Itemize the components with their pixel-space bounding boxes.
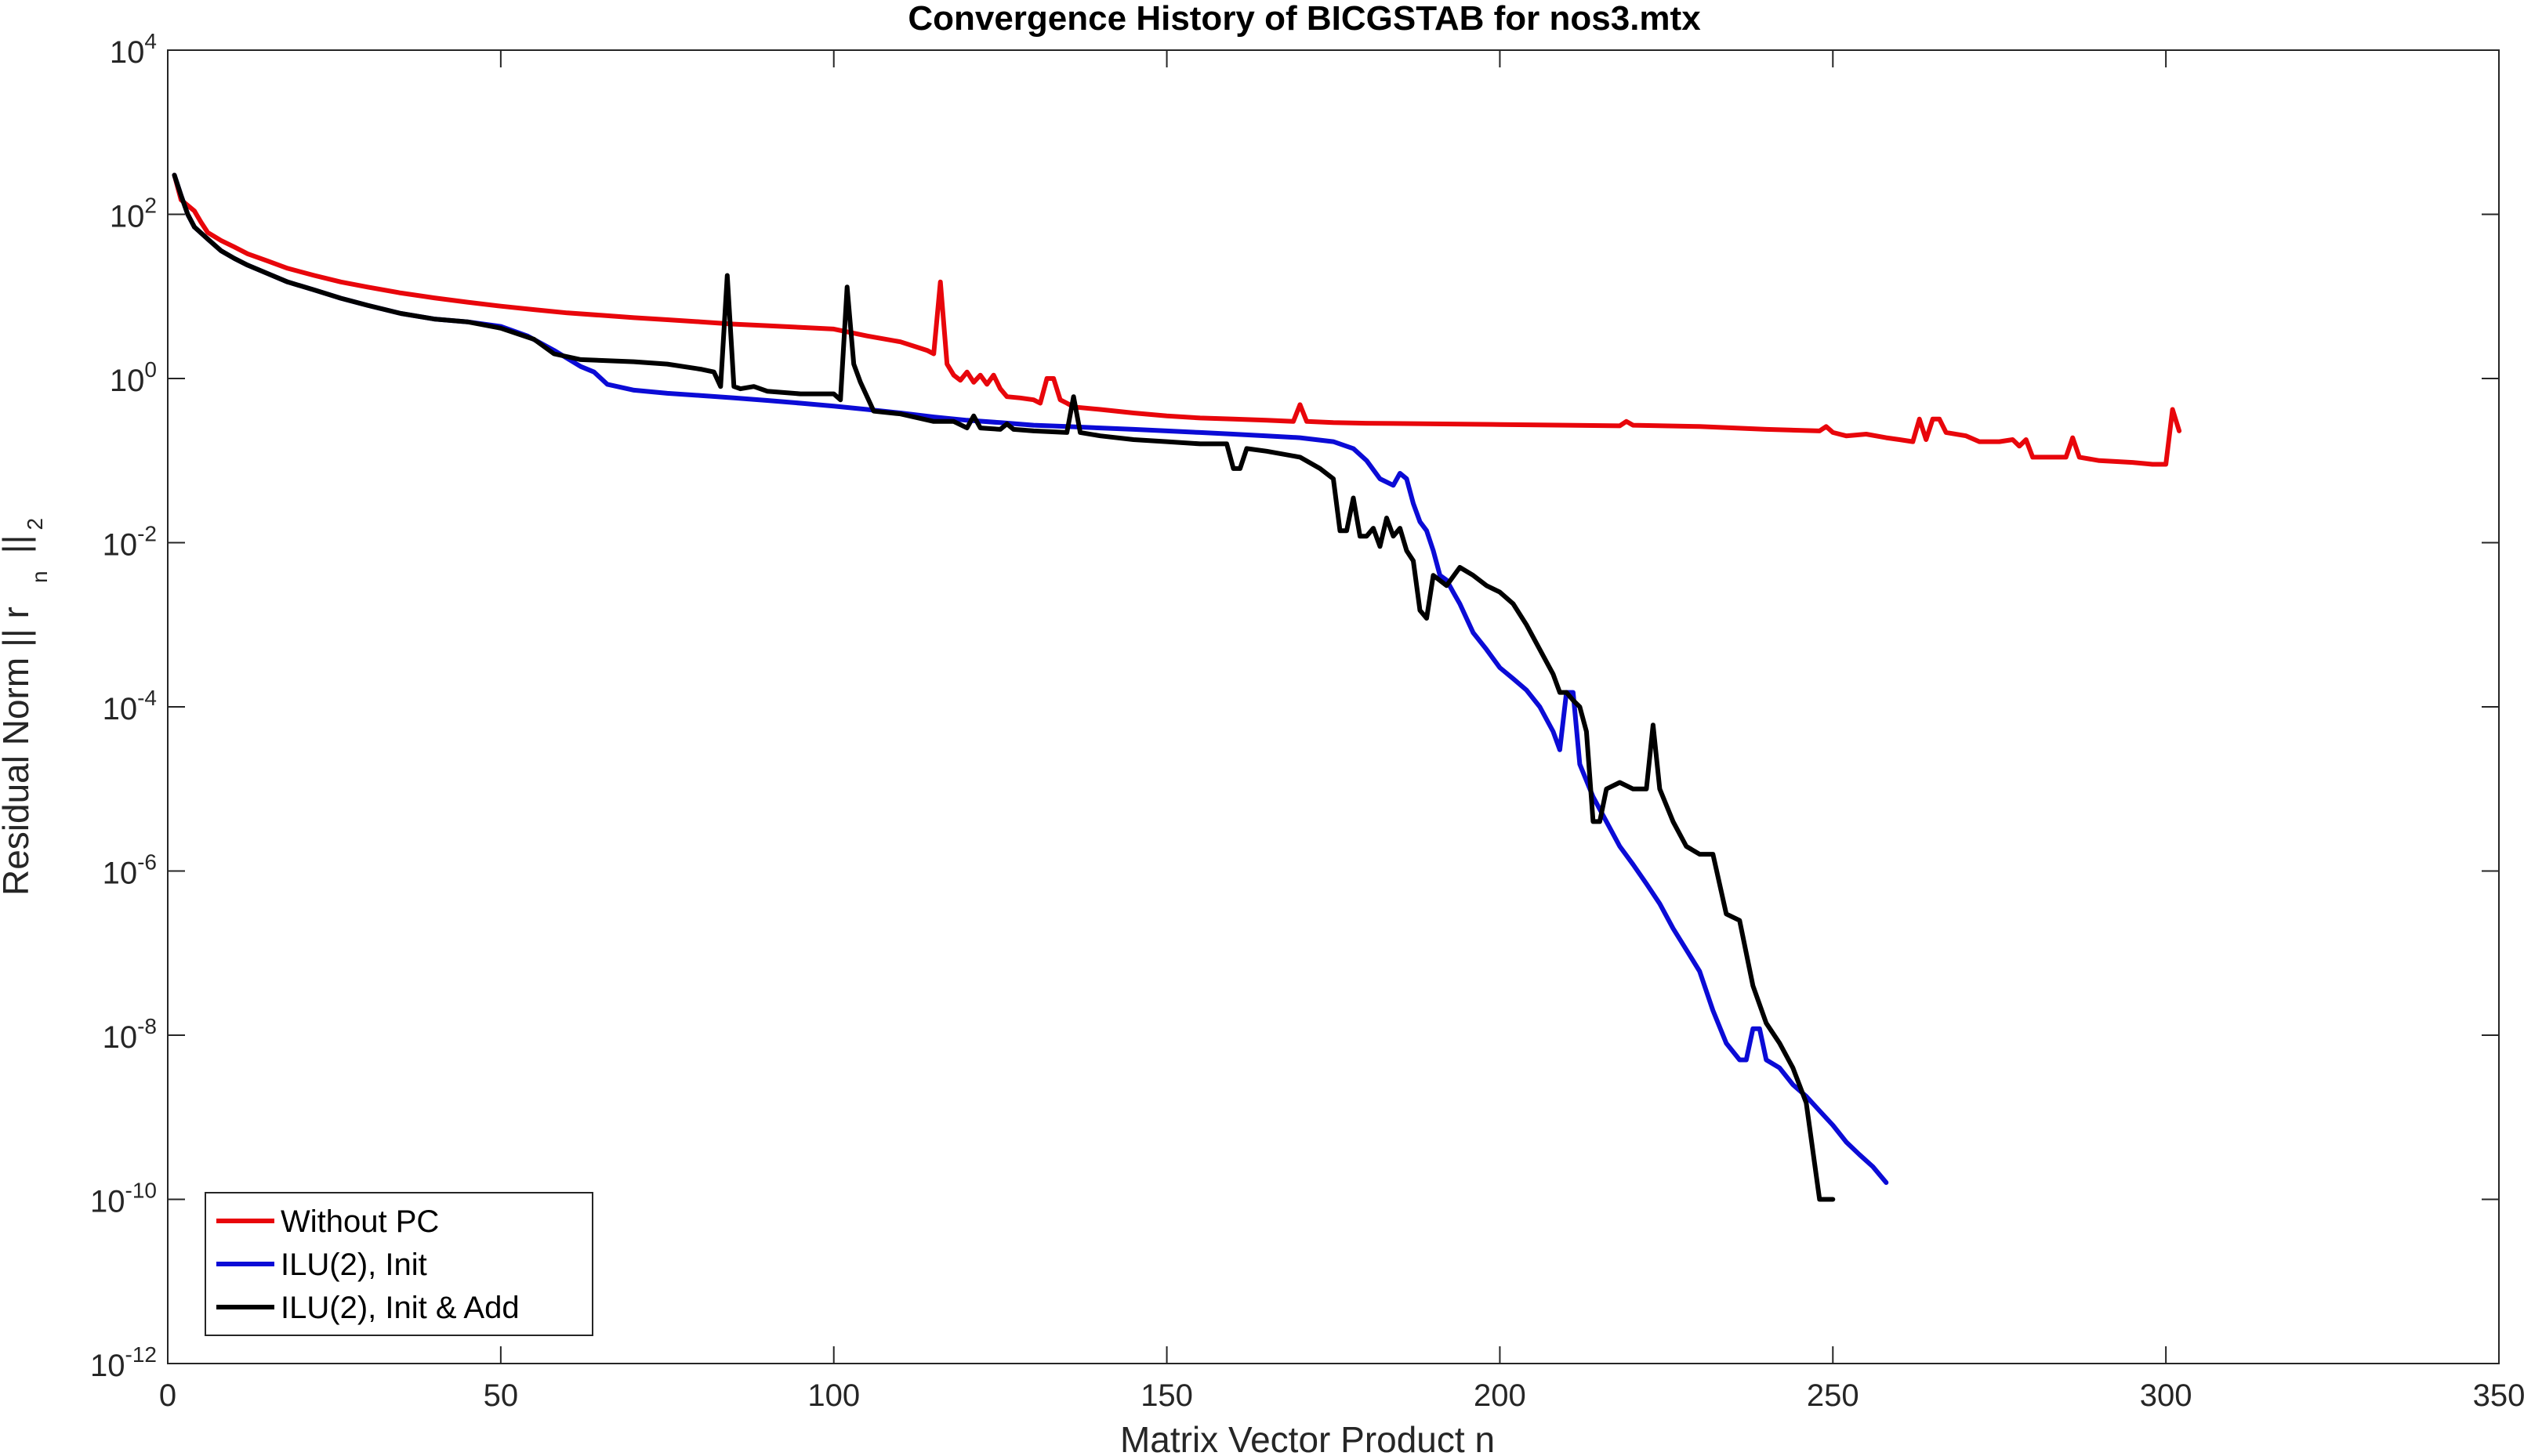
- x-tick-label: 50: [484, 1378, 519, 1413]
- y-tick-base: 10: [103, 528, 138, 563]
- y-tick-exponent: 0: [144, 357, 157, 382]
- legend-label: Without PC: [281, 1204, 439, 1239]
- legend-label: ILU(2), Init: [281, 1248, 427, 1282]
- y-tick-label: 102: [110, 194, 157, 234]
- legend-entries: Without PC ILU(2), Init ILU(2), Init & Add: [216, 1204, 520, 1325]
- y-tick-label: 10-8: [103, 1014, 157, 1055]
- y-tick-base: 10: [110, 35, 145, 70]
- y-tick-base: 10: [110, 200, 145, 234]
- x-tick-label: 100: [807, 1378, 860, 1413]
- y-tick-label: 104: [110, 29, 157, 70]
- x-tick-label: 150: [1141, 1378, 1193, 1413]
- y-tick-exponent: -8: [137, 1014, 157, 1038]
- y-axis-label-sub2: 2: [23, 518, 47, 531]
- x-tick-label: 350: [2473, 1378, 2524, 1413]
- series-layer: [172, 172, 2182, 1202]
- x-tick-label: 0: [159, 1378, 176, 1413]
- y-tick-exponent: -4: [137, 686, 157, 710]
- y-tick-base: 10: [103, 1020, 138, 1055]
- x-tick-label: 300: [2140, 1378, 2192, 1413]
- y-tick-exponent: -6: [137, 850, 157, 875]
- x-tick-label: 200: [1474, 1378, 1526, 1413]
- y-axis-label-sub: n: [27, 570, 52, 583]
- y-tick-label: 10-4: [103, 686, 157, 726]
- y-tick-base: 10: [90, 1185, 125, 1219]
- y-tick-base: 10: [103, 692, 138, 726]
- y-tick-label: 10-12: [90, 1342, 157, 1383]
- y-tick-label: 10-6: [103, 850, 157, 891]
- svg-text:Residual Norm || rn||2: Residual Norm || r n || 2: [0, 518, 52, 896]
- y-tick-base: 10: [103, 857, 138, 891]
- y-axis-label-norm: ||: [0, 535, 36, 554]
- y-tick-label: 10-2: [103, 522, 157, 563]
- series-line-3: [172, 172, 1836, 1202]
- y-tick-label: 10-10: [90, 1179, 157, 1219]
- ticks-layer: 0 50 100 150 200 250 300 35010410210010-210-410…: [90, 29, 2524, 1413]
- x-tick-label: 250: [1807, 1378, 1859, 1413]
- y-tick-exponent: -12: [125, 1342, 157, 1367]
- y-tick-exponent: -2: [137, 522, 157, 546]
- y-axis-label: Residual Norm || r n || 2: [0, 518, 52, 896]
- y-tick-exponent: 4: [144, 29, 157, 53]
- legend: Without PC ILU(2), Init ILU(2), Init & Add: [205, 1192, 593, 1336]
- x-axis-label: Matrix Vector Product n: [1120, 1419, 1495, 1456]
- y-tick-base: 10: [110, 364, 145, 398]
- legend-label: ILU(2), Init & Add: [281, 1291, 520, 1325]
- chart-title: Convergence History of BICGSTAB for nos3…: [908, 0, 1701, 38]
- y-axis-label-main: Residual Norm || r: [0, 607, 36, 896]
- y-tick-label: 100: [110, 357, 157, 398]
- y-tick-base: 10: [90, 1349, 125, 1383]
- y-tick-exponent: -10: [125, 1179, 157, 1203]
- y-tick-exponent: 2: [144, 194, 157, 218]
